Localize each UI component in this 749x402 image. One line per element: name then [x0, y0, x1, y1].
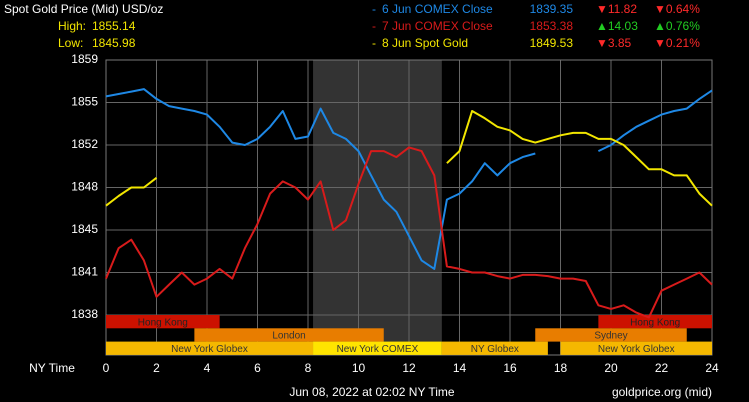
legend-change-pct: ▼0.21%	[654, 36, 700, 50]
source: goldprice.org (mid)	[612, 385, 712, 399]
session-bar	[441, 341, 548, 355]
x-tick-label: 14	[453, 361, 467, 375]
x-tick-label: 8	[305, 361, 312, 375]
session-label: New York Globex	[171, 344, 248, 355]
low-value: 1845.98	[92, 36, 136, 50]
x-tick-label: 22	[655, 361, 669, 375]
x-tick-label: 10	[352, 361, 366, 375]
y-tick-label: 1852	[71, 137, 98, 151]
y-tick-label: 1845	[71, 222, 98, 236]
x-tick-label: 6	[254, 361, 261, 375]
high-value: 1855.14	[92, 19, 136, 33]
legend-close: 1849.53	[530, 36, 574, 50]
x-tick-label: 16	[503, 361, 517, 375]
y-tick-label: 1848	[71, 180, 98, 194]
legend-dash: -	[372, 19, 376, 33]
highlight-range	[313, 60, 442, 355]
legend-close: 1839.35	[530, 2, 574, 16]
legend-name: 6 Jun COMEX Close	[382, 2, 493, 16]
session-bar	[194, 328, 384, 342]
low-label: Low:	[58, 36, 83, 50]
x-tick-label: 0	[103, 361, 110, 375]
session-bar	[535, 328, 687, 342]
session-bar	[106, 341, 314, 355]
legend-name: 8 Jun Spot Gold	[382, 36, 468, 50]
x-tick-label: 20	[604, 361, 618, 375]
session-label: Sydney	[594, 331, 627, 342]
x-tick-label: 18	[554, 361, 568, 375]
x-tick-label: 24	[705, 361, 719, 375]
session-label: New York Globex	[598, 344, 675, 355]
price-line	[105, 88, 713, 270]
plot-frame	[105, 59, 713, 356]
session-label: Hong Kong	[630, 317, 680, 328]
y-tick-label: 1855	[71, 95, 98, 109]
y-tick-label: 1838	[71, 307, 98, 321]
y-tick-label: 1841	[71, 265, 98, 279]
x-tick-label: 12	[402, 361, 416, 375]
session-label: Hong Kong	[138, 317, 188, 328]
session-label: London	[272, 331, 305, 342]
x-tick-label: 2	[153, 361, 160, 375]
session-bar	[598, 315, 712, 329]
high-label: High:	[58, 19, 86, 33]
price-line	[105, 110, 713, 207]
legend-name: 7 Jun COMEX Close	[382, 19, 493, 33]
legend-change-pct: ▼0.64%	[654, 2, 700, 16]
y-tick-label: 1859	[71, 52, 98, 66]
legend-dash: -	[372, 2, 376, 16]
price-line	[105, 146, 713, 319]
legend-change: ▲14.03	[596, 19, 638, 33]
session-label: NY Globex	[471, 344, 519, 355]
session-bar	[313, 341, 442, 355]
session-bar	[106, 315, 220, 329]
chart-title: Spot Gold Price (Mid) USD/oz	[4, 2, 163, 16]
session-bar	[560, 341, 712, 355]
footer: Jun 08, 2022 at 02:02 NY Time	[289, 385, 455, 399]
legend-dash: -	[372, 36, 376, 50]
x-tick-label: 4	[204, 361, 211, 375]
legend-close: 1853.38	[530, 19, 574, 33]
legend-change-pct: ▲0.76%	[654, 19, 700, 33]
legend-change: ▼11.82	[596, 2, 637, 16]
session-label: New York COMEX	[337, 344, 419, 355]
x-axis-label: NY Time	[29, 361, 75, 375]
legend-change: ▼3.85	[596, 36, 632, 50]
